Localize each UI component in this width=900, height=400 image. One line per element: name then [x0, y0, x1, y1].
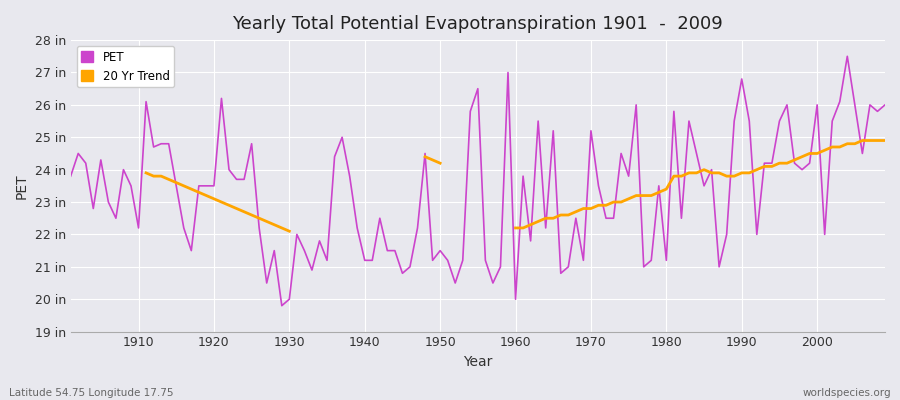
- Text: worldspecies.org: worldspecies.org: [803, 388, 891, 398]
- Text: Latitude 54.75 Longitude 17.75: Latitude 54.75 Longitude 17.75: [9, 388, 174, 398]
- X-axis label: Year: Year: [464, 355, 492, 369]
- Legend: PET, 20 Yr Trend: PET, 20 Yr Trend: [76, 46, 175, 87]
- Title: Yearly Total Potential Evapotranspiration 1901  -  2009: Yearly Total Potential Evapotranspiratio…: [232, 15, 724, 33]
- Y-axis label: PET: PET: [15, 173, 29, 199]
